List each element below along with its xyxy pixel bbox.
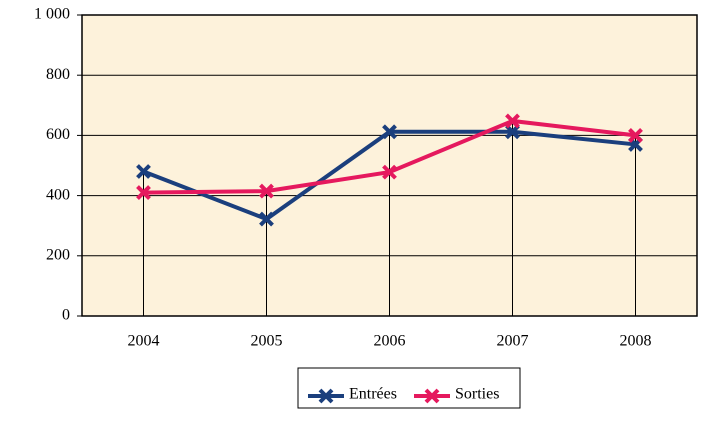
y-tick-label: 800 — [46, 66, 70, 83]
marker — [136, 185, 151, 201]
y-tick-label: 600 — [46, 126, 70, 143]
x-tick-label: 2006 — [374, 333, 406, 350]
marker — [259, 211, 274, 227]
legend-label: Entrées — [349, 386, 397, 403]
marker — [628, 127, 643, 143]
legend-marker — [424, 388, 440, 404]
marker — [136, 164, 151, 179]
marker — [259, 183, 274, 199]
x-tick-label: 2005 — [251, 333, 283, 350]
marker — [382, 164, 397, 180]
legend-marker — [318, 388, 334, 404]
y-tick-label: 200 — [46, 246, 70, 263]
x-tick-label: 2008 — [620, 333, 652, 350]
marker — [505, 124, 520, 140]
legend-box — [297, 367, 521, 409]
y-tick-label: 1 000 — [34, 6, 70, 23]
x-tick-label: 2004 — [128, 333, 160, 350]
plot-border — [81, 14, 698, 317]
y-tick-label: 0 — [62, 307, 70, 324]
marker — [382, 124, 397, 140]
y-tick-label: 400 — [46, 186, 70, 203]
x-tick-label: 2007 — [497, 333, 529, 350]
marker — [505, 113, 520, 129]
legend-label: Sorties — [455, 386, 499, 403]
